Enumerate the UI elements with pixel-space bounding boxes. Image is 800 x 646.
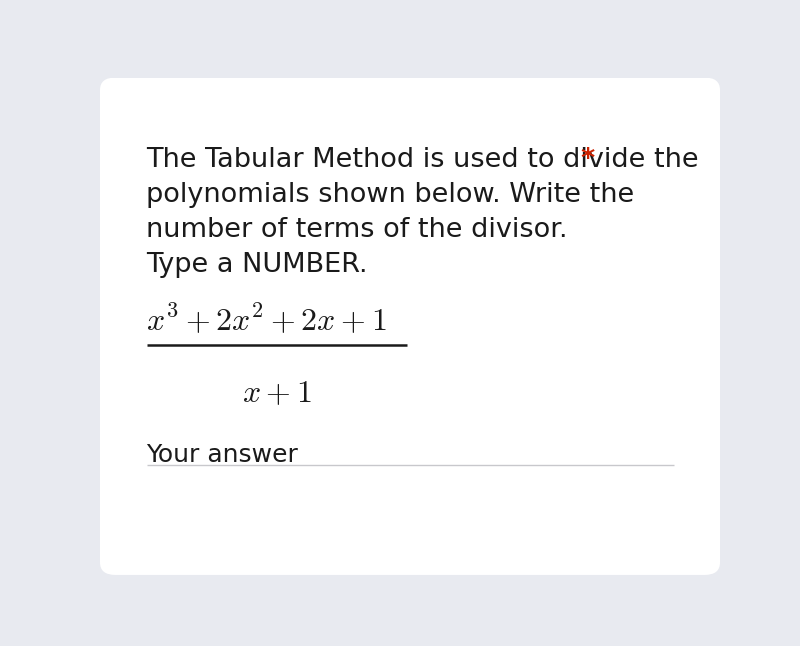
- Text: polynomials shown below. Write the: polynomials shown below. Write the: [146, 182, 634, 208]
- Text: Type a NUMBER.: Type a NUMBER.: [146, 251, 368, 278]
- Text: $x^3 + 2x^2 + 2x + 1$: $x^3 + 2x^2 + 2x + 1$: [146, 304, 387, 339]
- Text: The Tabular Method is used to divide the: The Tabular Method is used to divide the: [146, 147, 708, 173]
- Text: *: *: [581, 147, 594, 173]
- Text: Your answer: Your answer: [146, 443, 298, 467]
- Text: $x + 1$: $x + 1$: [242, 379, 311, 410]
- FancyBboxPatch shape: [100, 78, 720, 575]
- Text: number of terms of the divisor.: number of terms of the divisor.: [146, 217, 568, 243]
